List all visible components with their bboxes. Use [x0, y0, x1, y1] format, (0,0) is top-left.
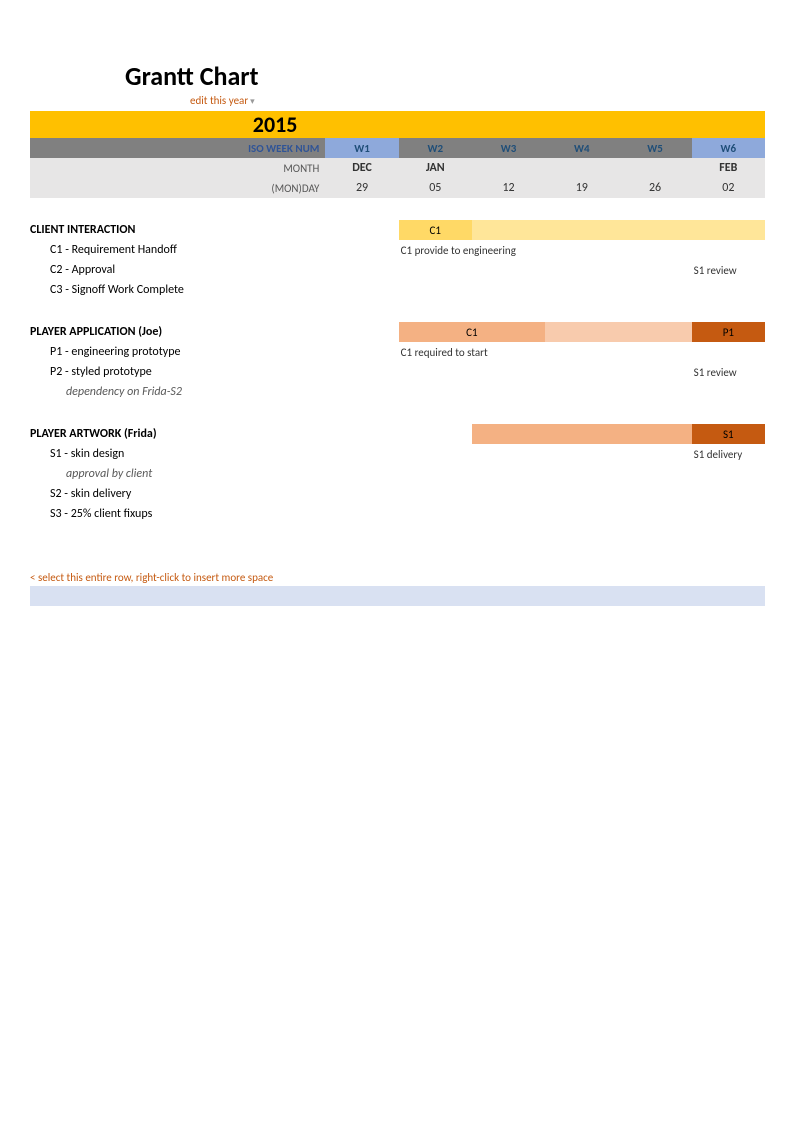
iso-week-label: ISO WEEK NUM: [30, 138, 325, 158]
week-header: W6: [692, 138, 765, 158]
week-header: W1: [325, 138, 398, 158]
week-header: W5: [618, 138, 691, 158]
iso-week-row: ISO WEEK NUM W1 W2 W3 W4 W5 W6: [30, 138, 765, 158]
task-label: P1 - engineering prototype: [30, 342, 325, 362]
task-row: S1 - skin design S1 delivery: [30, 444, 765, 464]
section-title: PLAYER APPLICATION (Joe): [30, 322, 325, 342]
month-cell: DEC: [325, 158, 398, 178]
month-label: MONTH: [30, 158, 325, 178]
section-row: PLAYER ARTWORK (Frida) S1: [30, 424, 765, 444]
month-cell: [472, 158, 545, 178]
gantt-bar-tail[interactable]: P1: [692, 322, 765, 342]
year-cell[interactable]: 2015: [30, 111, 325, 138]
task-row: C3 - Signoff Work Complete: [30, 280, 765, 300]
task-label: S2 - skin delivery: [30, 484, 325, 504]
task-row: P1 - engineering prototype C1 required t…: [30, 342, 765, 362]
insert-hint-text: < select this entire row, right-click to…: [30, 568, 765, 586]
task-label: P2 - styled prototype: [30, 362, 325, 382]
footer-row: [30, 586, 765, 606]
gantt-bar[interactable]: [472, 220, 765, 240]
task-row: approval by client: [30, 464, 765, 484]
month-cell: JAN: [399, 158, 472, 178]
subtitle-row: edit this year▾: [190, 94, 765, 107]
task-note: C1 provide to engineering: [399, 240, 619, 260]
week-header: W2: [399, 138, 472, 158]
section-title: PLAYER ARTWORK (Frida): [30, 424, 325, 444]
month-cell: FEB: [692, 158, 765, 178]
task-label: S1 - skin design: [30, 444, 325, 464]
task-note: C1 required to start: [399, 342, 619, 362]
gantt-bar[interactable]: C1: [399, 220, 472, 240]
task-row: S2 - skin delivery: [30, 484, 765, 504]
page-title: Grantt Chart: [125, 60, 765, 92]
task-row: C2 - Approval S1 review: [30, 260, 765, 280]
day-label: (MON)DAY: [30, 178, 325, 198]
insert-hint-row[interactable]: < select this entire row, right-click to…: [30, 568, 765, 586]
gantt-bar[interactable]: [472, 424, 692, 444]
day-cell: 02: [692, 178, 765, 198]
task-dependency: dependency on Frida-S2: [30, 382, 325, 402]
task-label: C1 - Requirement Handoff: [30, 240, 325, 260]
edit-year-hint: edit this year: [190, 94, 248, 107]
task-note: S1 review: [692, 362, 765, 382]
chevron-down-icon: ▾: [250, 96, 255, 107]
day-cell: 12: [472, 178, 545, 198]
year-row: 2015: [30, 111, 765, 138]
task-row: P2 - styled prototype S1 review: [30, 362, 765, 382]
task-dependency: approval by client: [30, 464, 325, 484]
day-cell: 26: [618, 178, 691, 198]
task-row: S3 - 25% client fixups: [30, 504, 765, 524]
task-note: S1 delivery: [692, 444, 765, 464]
gantt-table: 2015 ISO WEEK NUM W1 W2 W3 W4 W5 W6 MONT…: [30, 111, 765, 606]
week-header: W3: [472, 138, 545, 158]
task-label: C2 - Approval: [30, 260, 325, 280]
gantt-bar-tail[interactable]: S1: [692, 424, 765, 444]
month-cell: [545, 158, 618, 178]
section-title: CLIENT INTERACTION: [30, 220, 325, 240]
task-row: dependency on Frida-S2: [30, 382, 765, 402]
section-row: CLIENT INTERACTION C1: [30, 220, 765, 240]
day-row: (MON)DAY 29 05 12 19 26 02: [30, 178, 765, 198]
task-note: S1 review: [692, 260, 765, 280]
day-cell: 05: [399, 178, 472, 198]
section-row: PLAYER APPLICATION (Joe) C1 P1: [30, 322, 765, 342]
task-label: S3 - 25% client fixups: [30, 504, 325, 524]
gantt-bar[interactable]: [545, 322, 692, 342]
week-header: W4: [545, 138, 618, 158]
day-cell: 19: [545, 178, 618, 198]
day-cell: 29: [325, 178, 398, 198]
month-cell: [618, 158, 691, 178]
task-row: C1 - Requirement Handoff C1 provide to e…: [30, 240, 765, 260]
gantt-bar[interactable]: C1: [399, 322, 546, 342]
task-label: C3 - Signoff Work Complete: [30, 280, 325, 300]
month-row: MONTH DEC JAN FEB: [30, 158, 765, 178]
